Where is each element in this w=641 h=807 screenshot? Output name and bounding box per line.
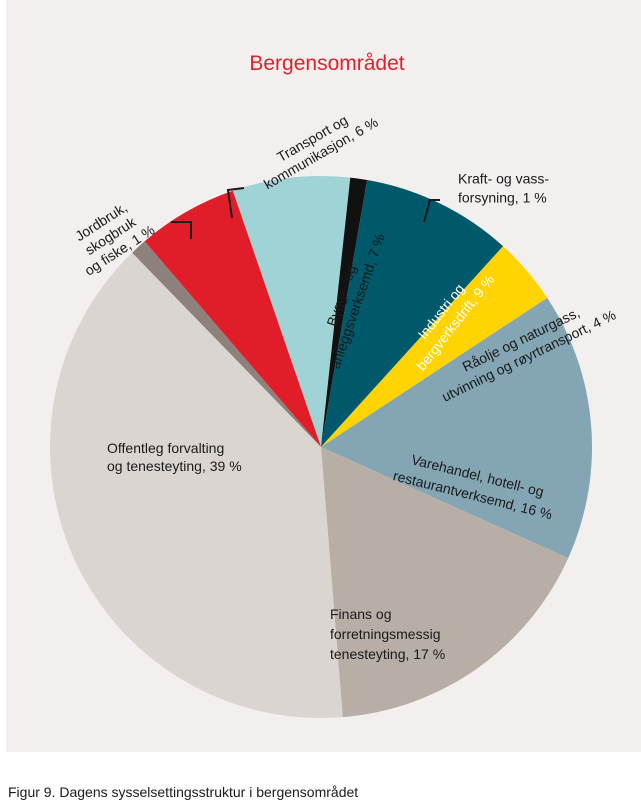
pie-slice xyxy=(321,246,548,447)
pie-slice xyxy=(321,179,504,447)
slice-label-line: Kraft- og vass- xyxy=(458,171,549,187)
pie-slice xyxy=(132,241,321,447)
pie-slice xyxy=(232,176,351,448)
figure-caption: Figur 9. Dagens sysselsettingsstruktur i… xyxy=(8,784,359,800)
pie-slice xyxy=(321,177,368,447)
leader-line xyxy=(423,199,440,223)
slice-label: Finans og forretningsmessig tenesteyting, … xyxy=(330,606,445,662)
leader-lines xyxy=(171,187,440,239)
slice-label-line: forsyning, 1 % xyxy=(458,190,547,206)
slice-label-line: Finans og xyxy=(330,606,391,622)
slice-label-line: og tenesteyting, 39 % xyxy=(107,458,242,474)
slice-label-line: tenesteyting, 17 % xyxy=(330,646,445,662)
pie-slice xyxy=(50,252,343,719)
slice-label: Offentleg forvalting og tenesteyting, 39 … xyxy=(107,440,242,474)
leader-line xyxy=(171,221,192,239)
slice-label-line: forretningsmessig xyxy=(330,626,441,642)
slice-label: Kraft- og vass-forsyning, 1 % xyxy=(458,171,549,206)
leader-line xyxy=(226,187,245,219)
slice-label-line: Offentleg forvalting xyxy=(107,440,224,456)
chart-title: Bergensområdet xyxy=(249,52,404,75)
pie-slices xyxy=(50,176,592,719)
pie-slice xyxy=(321,447,569,718)
pie-slice xyxy=(321,297,592,559)
pie-slice xyxy=(144,190,321,447)
